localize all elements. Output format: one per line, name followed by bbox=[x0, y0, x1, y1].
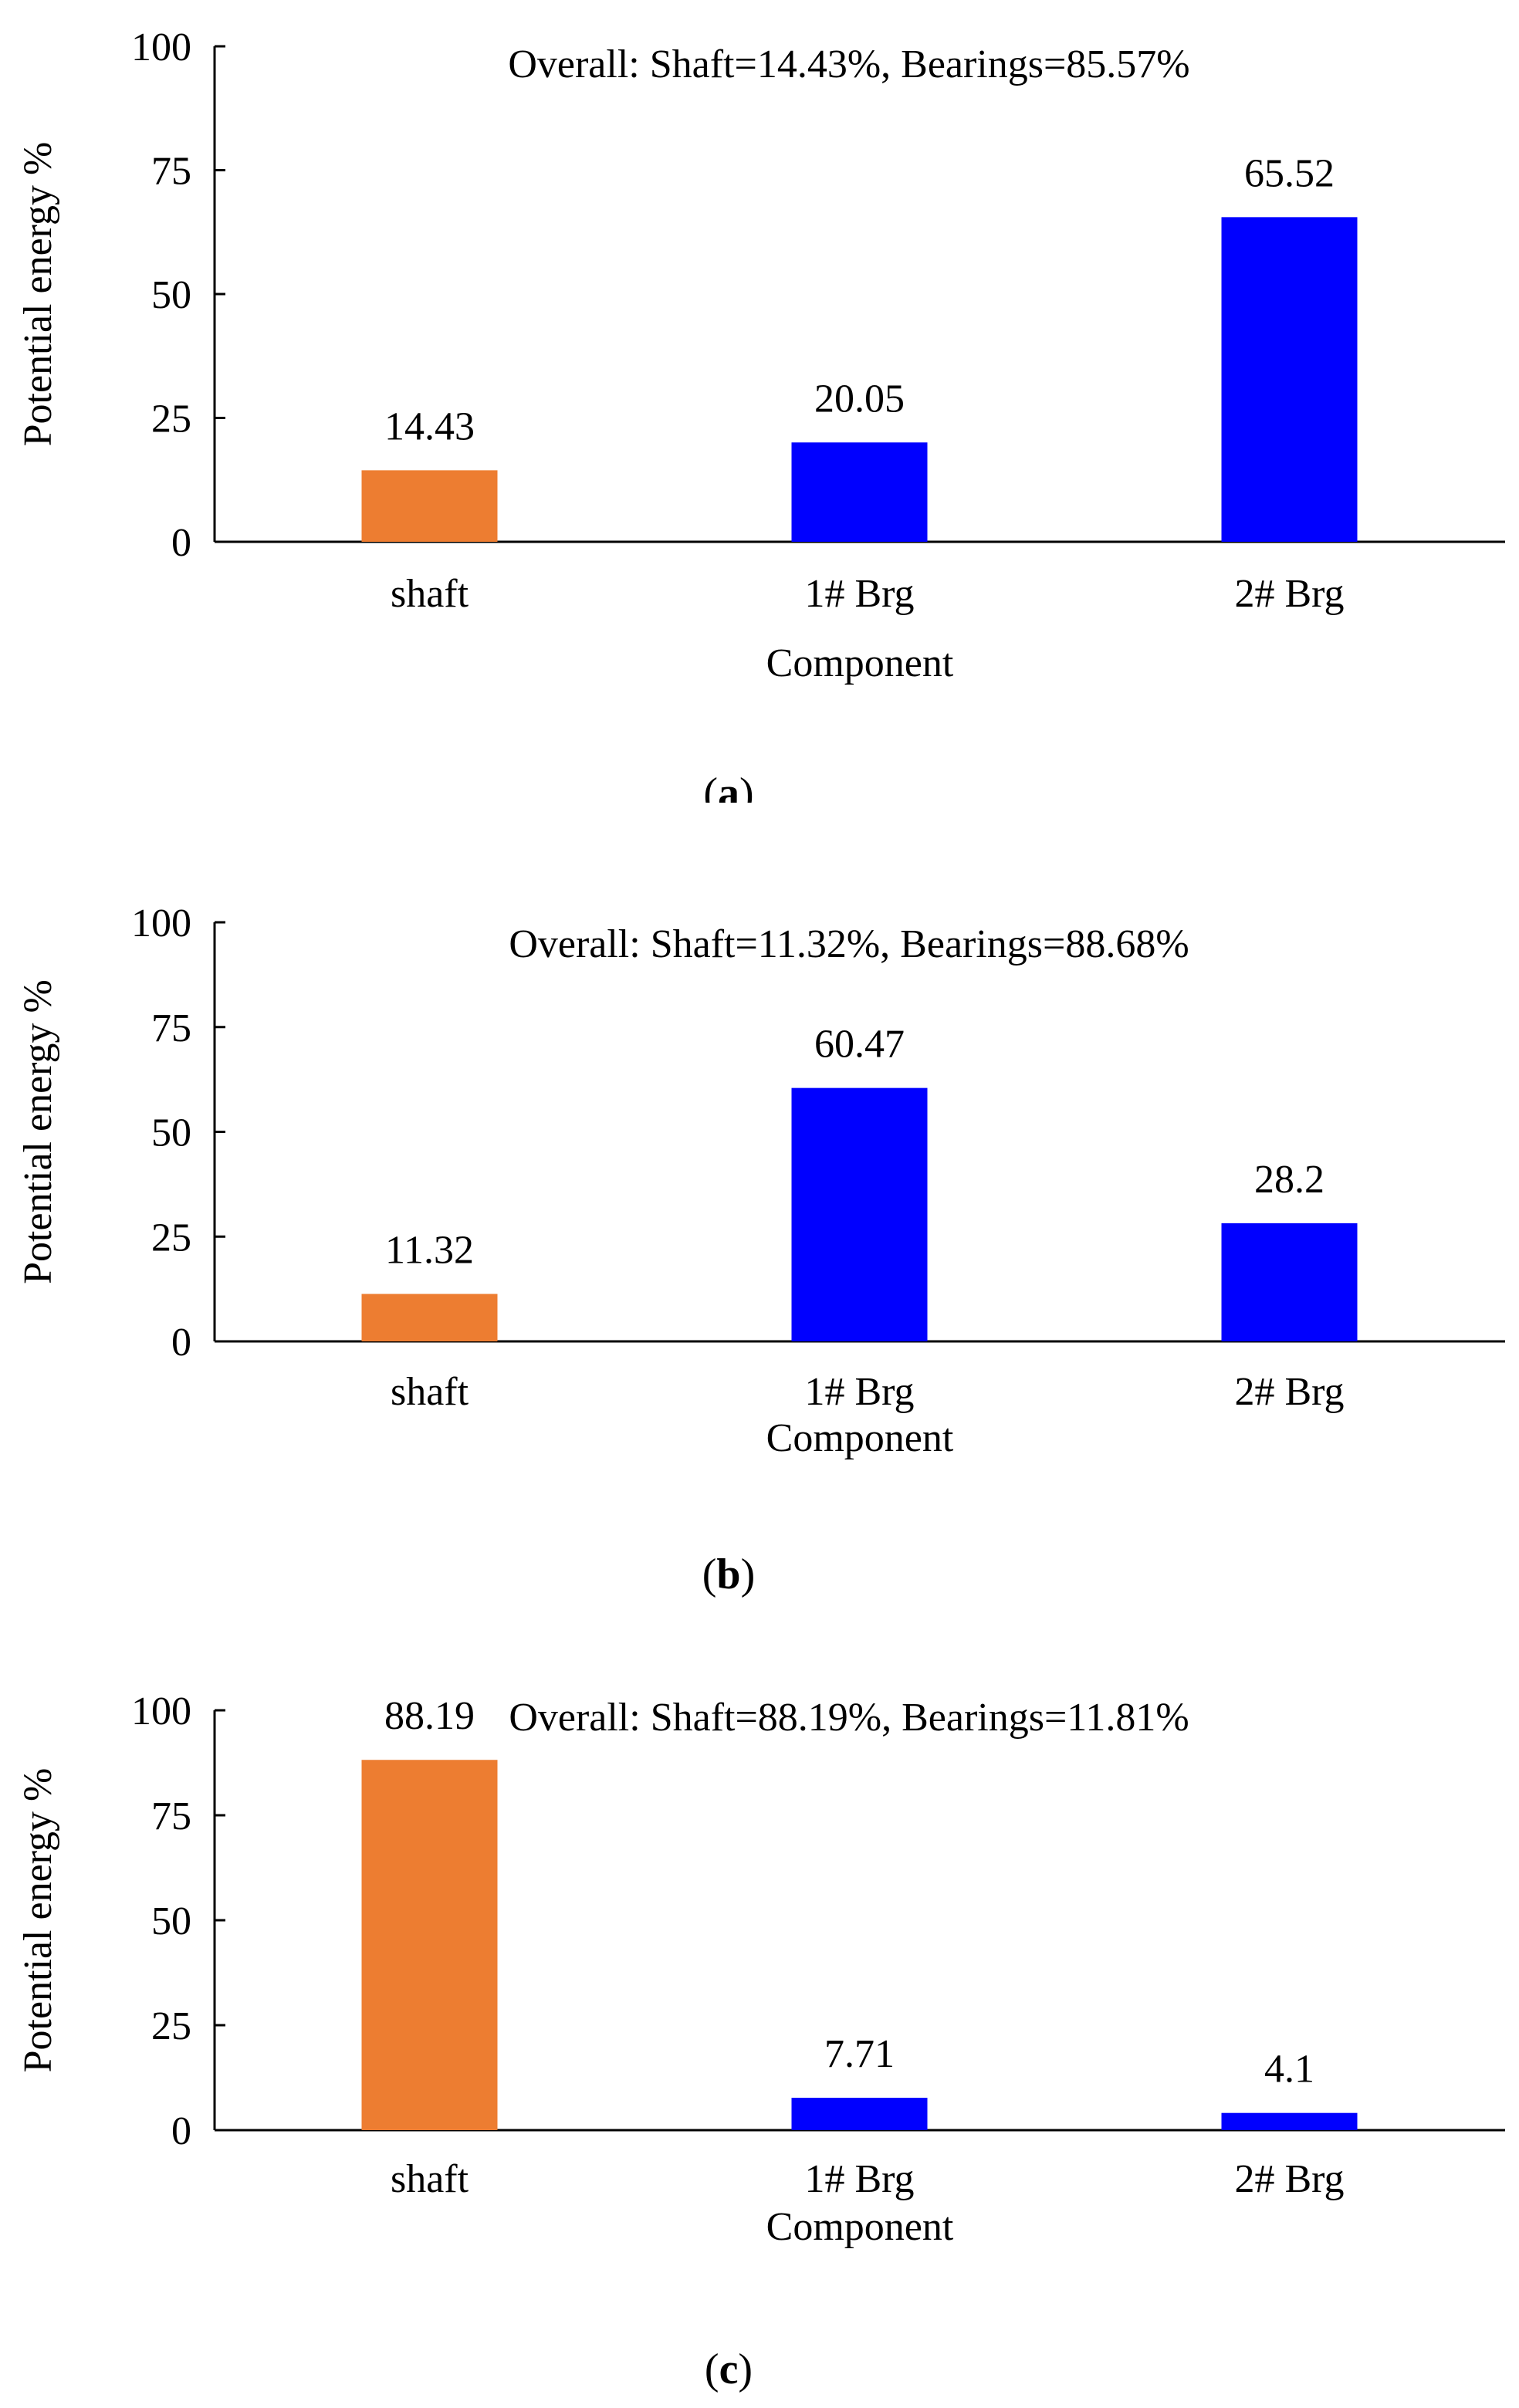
x-tick-label: shaft bbox=[391, 572, 469, 616]
bar-chart-svg: 0 25 50 75 100 14.43 shaft 20.05 1# Brg 65.52 2# B… bbox=[16, 25, 1505, 803]
panel-caption: (b) bbox=[702, 1551, 755, 1598]
bar-chart-svg: 0 25 50 75 100 88.19 shaft 7.71 1# Brg 4.1 2# Brg O… bbox=[16, 1689, 1505, 2393]
overall-annotation: Overall: Shaft=11.32%, Bearings=88.68% bbox=[509, 922, 1189, 966]
caption-close-paren: ) bbox=[741, 1551, 756, 1598]
x-tick-label: 1# Brg bbox=[804, 572, 914, 616]
y-tick-label: 75 bbox=[151, 1794, 191, 1838]
panel-caption: (a) bbox=[703, 769, 753, 803]
data-label: 4.1 bbox=[1264, 2048, 1314, 2092]
y-axis-title: Potential energy % bbox=[16, 142, 60, 447]
panel-caption: (c) bbox=[705, 2345, 753, 2393]
y-tick-label: 100 bbox=[131, 901, 191, 945]
x-tick-label: 2# Brg bbox=[1234, 1370, 1344, 1414]
y-tick-label: 0 bbox=[171, 1321, 191, 1365]
y-tick-label: 0 bbox=[171, 2109, 191, 2153]
y-tick-label: 75 bbox=[151, 1006, 191, 1050]
overall-annotation: Overall: Shaft=14.43%, Bearings=85.57% bbox=[508, 42, 1189, 86]
data-label: 7.71 bbox=[824, 2032, 895, 2076]
data-label: 14.43 bbox=[384, 404, 475, 448]
x-tick-label: 2# Brg bbox=[1234, 2157, 1344, 2201]
y-tick-label: 25 bbox=[151, 2004, 191, 2048]
y-axis-title: Potential energy % bbox=[16, 1768, 60, 2073]
chart-panel-c: 0 25 50 75 100 88.19 shaft 7.71 1# Brg 4.1 2# Brg O… bbox=[0, 1598, 1519, 2408]
caption-open-paren: ( bbox=[703, 769, 718, 803]
y-tick-label: 50 bbox=[151, 1899, 191, 1943]
bar-2-brg bbox=[1221, 2112, 1358, 2130]
y-tick-label: 25 bbox=[151, 1216, 191, 1260]
y-tick-label: 50 bbox=[151, 273, 191, 317]
x-tick-label: shaft bbox=[391, 2157, 469, 2201]
caption-close-paren: ) bbox=[739, 769, 754, 803]
caption-letter: c bbox=[719, 2345, 739, 2393]
caption-close-paren: ) bbox=[738, 2345, 753, 2393]
y-tick-label: 100 bbox=[131, 1689, 191, 1733]
bar-shaft bbox=[361, 470, 498, 542]
caption-open-paren: ( bbox=[702, 1551, 717, 1598]
bar-2-brg bbox=[1221, 1223, 1358, 1341]
x-axis-title: Component bbox=[766, 1416, 954, 1460]
bar-shaft bbox=[361, 1760, 498, 2130]
y-tick-label: 25 bbox=[151, 397, 191, 441]
caption-open-paren: ( bbox=[705, 2345, 719, 2393]
x-tick-label: 1# Brg bbox=[804, 2157, 914, 2201]
bar-1-brg bbox=[791, 2098, 928, 2130]
bar-shaft bbox=[361, 1294, 498, 1341]
data-label: 88.19 bbox=[384, 1694, 475, 1738]
y-tick-label: 100 bbox=[131, 25, 191, 69]
caption-letter: a bbox=[718, 769, 739, 803]
overall-annotation: Overall: Shaft=88.19%, Bearings=11.81% bbox=[509, 1696, 1189, 1740]
y-tick-label: 0 bbox=[171, 521, 191, 565]
x-axis-title: Component bbox=[766, 2205, 954, 2249]
y-tick-label: 75 bbox=[151, 150, 191, 194]
y-tick-label: 50 bbox=[151, 1111, 191, 1155]
chart-panel-a: 0 25 50 75 100 14.43 shaft 20.05 1# Brg 65.52 2# B… bbox=[0, 0, 1519, 803]
bar-1-brg bbox=[791, 1087, 928, 1341]
data-label: 60.47 bbox=[814, 1023, 905, 1067]
data-label: 11.32 bbox=[385, 1229, 474, 1273]
data-label: 28.2 bbox=[1254, 1158, 1324, 1202]
bar-2-brg bbox=[1221, 217, 1358, 542]
bar-chart-svg: 0 25 50 75 100 11.32 shaft 60.47 1# Brg 28.2 2# Br… bbox=[16, 901, 1505, 1598]
data-label: 65.52 bbox=[1244, 151, 1335, 195]
data-label: 20.05 bbox=[814, 377, 905, 421]
chart-panel-b: 0 25 50 75 100 11.32 shaft 60.47 1# Brg 28.2 2# Br… bbox=[0, 803, 1519, 1598]
x-axis-title: Component bbox=[766, 641, 954, 685]
bar-1-brg bbox=[791, 442, 928, 542]
caption-letter: b bbox=[716, 1551, 740, 1598]
x-tick-label: 2# Brg bbox=[1234, 572, 1344, 616]
y-axis-title: Potential energy % bbox=[16, 979, 60, 1284]
x-tick-label: 1# Brg bbox=[804, 1370, 914, 1414]
x-tick-label: shaft bbox=[391, 1370, 469, 1414]
